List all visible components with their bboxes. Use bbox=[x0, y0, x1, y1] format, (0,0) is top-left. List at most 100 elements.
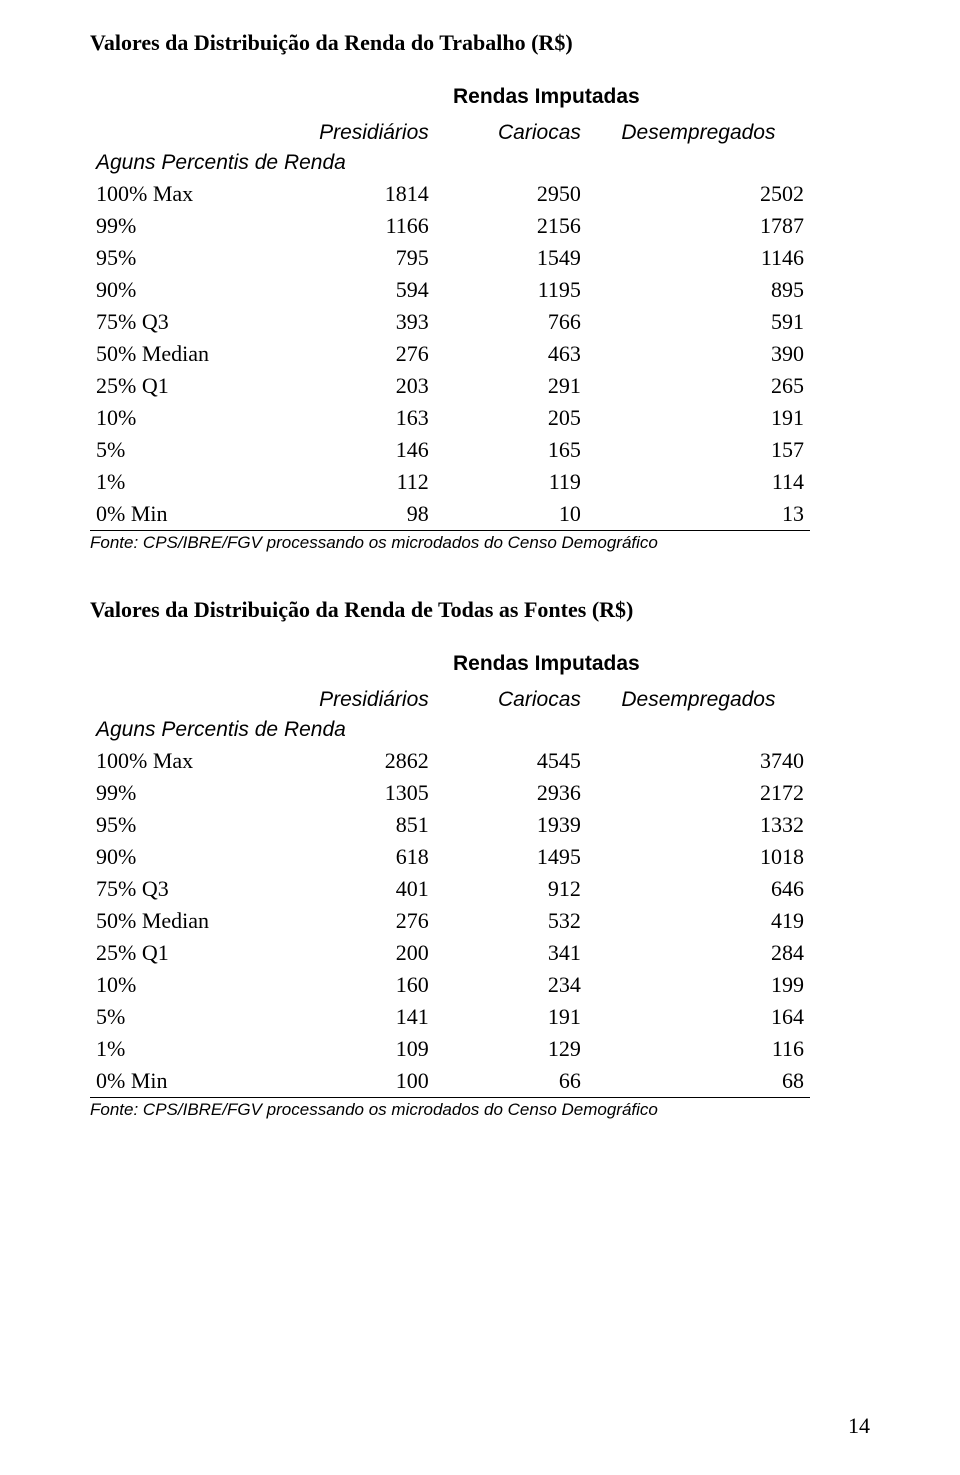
table-row: 75% Q3 401 912 646 bbox=[90, 873, 810, 905]
cell: 591 bbox=[587, 306, 810, 338]
row-label: 5% bbox=[90, 1001, 283, 1033]
table-row: 0% Min 98 10 13 bbox=[90, 498, 810, 531]
cell: 4545 bbox=[435, 745, 587, 777]
row-label: 95% bbox=[90, 809, 283, 841]
table1: Rendas Imputadas Presidiários Cariocas D… bbox=[90, 82, 810, 531]
cell: 2862 bbox=[283, 745, 435, 777]
cell: 203 bbox=[283, 370, 435, 402]
table2-col3: Desempregados bbox=[587, 685, 810, 715]
row-label: 25% Q1 bbox=[90, 937, 283, 969]
cell: 191 bbox=[435, 1001, 587, 1033]
cell: 276 bbox=[283, 905, 435, 937]
cell: 1166 bbox=[283, 210, 435, 242]
cell: 912 bbox=[435, 873, 587, 905]
table-row: 25% Q1 203 291 265 bbox=[90, 370, 810, 402]
table1-subtitle: Rendas Imputadas bbox=[289, 85, 804, 109]
cell: 594 bbox=[283, 274, 435, 306]
row-label: 75% Q3 bbox=[90, 306, 283, 338]
cell: 157 bbox=[587, 434, 810, 466]
row-label: 1% bbox=[90, 466, 283, 498]
cell: 2502 bbox=[587, 178, 810, 210]
cell: 646 bbox=[587, 873, 810, 905]
cell: 276 bbox=[283, 338, 435, 370]
row-label: 1% bbox=[90, 1033, 283, 1065]
cell: 1549 bbox=[435, 242, 587, 274]
cell: 1939 bbox=[435, 809, 587, 841]
cell: 119 bbox=[435, 466, 587, 498]
cell: 532 bbox=[435, 905, 587, 937]
cell: 114 bbox=[587, 466, 810, 498]
cell: 1305 bbox=[283, 777, 435, 809]
cell: 1495 bbox=[435, 841, 587, 873]
table2-section-label: Aguns Percentis de Renda bbox=[90, 715, 810, 745]
table-row: 95% 795 1549 1146 bbox=[90, 242, 810, 274]
row-label: 100% Max bbox=[90, 745, 283, 777]
cell: 851 bbox=[283, 809, 435, 841]
row-label: 90% bbox=[90, 274, 283, 306]
table-row: 100% Max 1814 2950 2502 bbox=[90, 178, 810, 210]
table2-col2: Cariocas bbox=[435, 685, 587, 715]
cell: 291 bbox=[435, 370, 587, 402]
cell: 100 bbox=[283, 1065, 435, 1098]
row-label: 10% bbox=[90, 402, 283, 434]
cell: 234 bbox=[435, 969, 587, 1001]
table-row: 10% 160 234 199 bbox=[90, 969, 810, 1001]
row-label: 99% bbox=[90, 210, 283, 242]
cell: 1018 bbox=[587, 841, 810, 873]
table-row: 25% Q1 200 341 284 bbox=[90, 937, 810, 969]
cell: 66 bbox=[435, 1065, 587, 1098]
cell: 1814 bbox=[283, 178, 435, 210]
cell: 141 bbox=[283, 1001, 435, 1033]
row-label: 75% Q3 bbox=[90, 873, 283, 905]
cell: 129 bbox=[435, 1033, 587, 1065]
table-row: 0% Min 100 66 68 bbox=[90, 1065, 810, 1098]
cell: 165 bbox=[435, 434, 587, 466]
cell: 419 bbox=[587, 905, 810, 937]
cell: 341 bbox=[435, 937, 587, 969]
table1-col2: Cariocas bbox=[435, 118, 587, 148]
cell: 199 bbox=[587, 969, 810, 1001]
row-label: 99% bbox=[90, 777, 283, 809]
cell: 618 bbox=[283, 841, 435, 873]
row-label: 50% Median bbox=[90, 338, 283, 370]
cell: 112 bbox=[283, 466, 435, 498]
cell: 116 bbox=[587, 1033, 810, 1065]
table-row: 1% 112 119 114 bbox=[90, 466, 810, 498]
cell: 3740 bbox=[587, 745, 810, 777]
table-row: 90% 594 1195 895 bbox=[90, 274, 810, 306]
cell: 164 bbox=[587, 1001, 810, 1033]
row-label: 0% Min bbox=[90, 498, 283, 531]
table2: Rendas Imputadas Presidiários Cariocas D… bbox=[90, 649, 810, 1098]
cell: 390 bbox=[587, 338, 810, 370]
table2-subtitle: Rendas Imputadas bbox=[289, 652, 804, 676]
cell: 463 bbox=[435, 338, 587, 370]
table1-footnote: Fonte: CPS/IBRE/FGV processando os micro… bbox=[90, 533, 870, 553]
row-label: 50% Median bbox=[90, 905, 283, 937]
cell: 109 bbox=[283, 1033, 435, 1065]
table-row: 10% 163 205 191 bbox=[90, 402, 810, 434]
table1-subhead-row: Rendas Imputadas bbox=[90, 82, 810, 118]
row-label: 95% bbox=[90, 242, 283, 274]
cell: 205 bbox=[435, 402, 587, 434]
cell: 1195 bbox=[435, 274, 587, 306]
cell: 284 bbox=[587, 937, 810, 969]
table1-title: Valores da Distribuição da Renda do Trab… bbox=[90, 30, 870, 56]
table-row: 75% Q3 393 766 591 bbox=[90, 306, 810, 338]
row-label: 0% Min bbox=[90, 1065, 283, 1098]
cell: 766 bbox=[435, 306, 587, 338]
cell: 895 bbox=[587, 274, 810, 306]
page: Valores da Distribuição da Renda do Trab… bbox=[0, 0, 960, 1475]
cell: 10 bbox=[435, 498, 587, 531]
table-row: 90% 618 1495 1018 bbox=[90, 841, 810, 873]
cell: 2936 bbox=[435, 777, 587, 809]
table-row: 1% 109 129 116 bbox=[90, 1033, 810, 1065]
table1-section-row: Aguns Percentis de Renda bbox=[90, 148, 810, 178]
table2-section-row: Aguns Percentis de Renda bbox=[90, 715, 810, 745]
cell: 1787 bbox=[587, 210, 810, 242]
cell: 393 bbox=[283, 306, 435, 338]
cell: 2950 bbox=[435, 178, 587, 210]
cell: 2156 bbox=[435, 210, 587, 242]
table2-title: Valores da Distribuição da Renda de Toda… bbox=[90, 597, 870, 623]
table1-section-label: Aguns Percentis de Renda bbox=[90, 148, 810, 178]
cell: 2172 bbox=[587, 777, 810, 809]
